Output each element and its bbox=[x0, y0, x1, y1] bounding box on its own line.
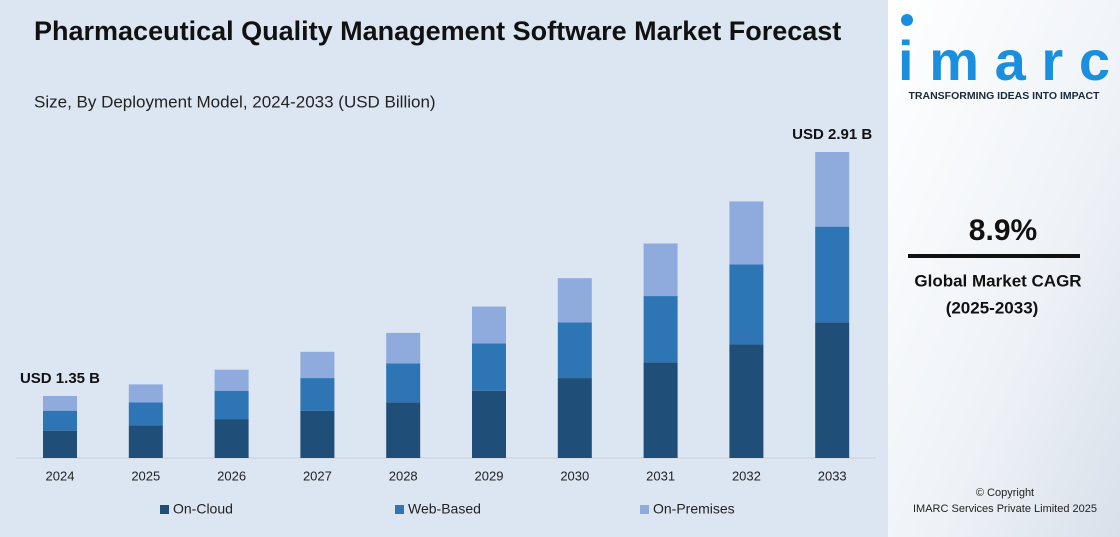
bar-segment bbox=[557, 322, 592, 379]
cagr-rule bbox=[908, 254, 1080, 258]
bar-segment bbox=[729, 201, 764, 265]
bar-segment bbox=[815, 322, 850, 458]
logo-dot bbox=[901, 14, 913, 26]
x-tick-label: 2031 bbox=[646, 468, 675, 483]
bar-segment bbox=[472, 343, 506, 391]
x-tick-label: 2030 bbox=[560, 468, 589, 483]
bar-segment bbox=[214, 390, 249, 420]
bar-segment bbox=[815, 151, 850, 227]
bar-segment bbox=[557, 378, 592, 458]
bar-segment bbox=[557, 278, 592, 323]
x-tick-label: 2027 bbox=[303, 468, 332, 483]
legend-label: Web-Based bbox=[408, 501, 481, 517]
x-tick-label: 2024 bbox=[46, 468, 75, 483]
bar-segment bbox=[300, 351, 335, 379]
bar-segment bbox=[643, 243, 678, 297]
bar-segment bbox=[43, 395, 77, 411]
bar-segment bbox=[386, 402, 421, 458]
x-tick-label: 2029 bbox=[475, 468, 504, 483]
legend-label: On-Premises bbox=[653, 501, 735, 517]
bar-segment bbox=[472, 306, 506, 344]
company: IMARC Services Private Limited 2025 bbox=[913, 503, 1097, 515]
legend-swatch bbox=[160, 505, 169, 514]
bar-segment bbox=[128, 384, 163, 403]
bar-segment bbox=[128, 402, 163, 426]
bar-segment bbox=[643, 296, 678, 363]
legend-label: On-Cloud bbox=[173, 501, 233, 517]
tagline: TRANSFORMING IDEAS INTO IMPACT bbox=[909, 90, 1101, 102]
bar-segment bbox=[300, 410, 335, 458]
annotation: USD 1.35 B bbox=[20, 370, 100, 387]
cagr-label: Global Market CAGR bbox=[914, 271, 1081, 290]
logo: imarc bbox=[898, 29, 1110, 92]
bar-segment bbox=[214, 369, 249, 391]
legend-swatch bbox=[640, 505, 649, 514]
bar-segment bbox=[214, 419, 249, 458]
copyright: © Copyright bbox=[976, 487, 1034, 499]
bar-segment bbox=[43, 430, 77, 458]
bar-segment bbox=[472, 390, 506, 458]
x-tick-label: 2025 bbox=[131, 468, 160, 483]
annotation: USD 2.91 B bbox=[792, 126, 872, 143]
x-tick-label: 2028 bbox=[389, 468, 418, 483]
bar-segment bbox=[643, 362, 678, 458]
bar-segment bbox=[386, 332, 421, 364]
cagr-period: (2025-2033) bbox=[946, 298, 1039, 317]
x-tick-label: 2033 bbox=[818, 468, 847, 483]
x-tick-label: 2032 bbox=[732, 468, 761, 483]
bar-segment bbox=[128, 425, 163, 458]
x-tick-label: 2026 bbox=[217, 468, 246, 483]
chart-subtitle: Size, By Deployment Model, 2024-2033 (US… bbox=[34, 92, 436, 111]
bar-segment bbox=[43, 410, 77, 431]
chart-title: Pharmaceutical Quality Management Softwa… bbox=[34, 16, 841, 46]
legend-swatch bbox=[395, 505, 404, 514]
bar-segment bbox=[815, 226, 850, 323]
bar-segment bbox=[729, 344, 764, 458]
cagr-value: 8.9% bbox=[969, 214, 1037, 247]
bar-segment bbox=[300, 378, 335, 411]
bar-segment bbox=[386, 363, 421, 403]
bar-segment bbox=[729, 264, 764, 345]
sidebar-background bbox=[888, 0, 1120, 537]
